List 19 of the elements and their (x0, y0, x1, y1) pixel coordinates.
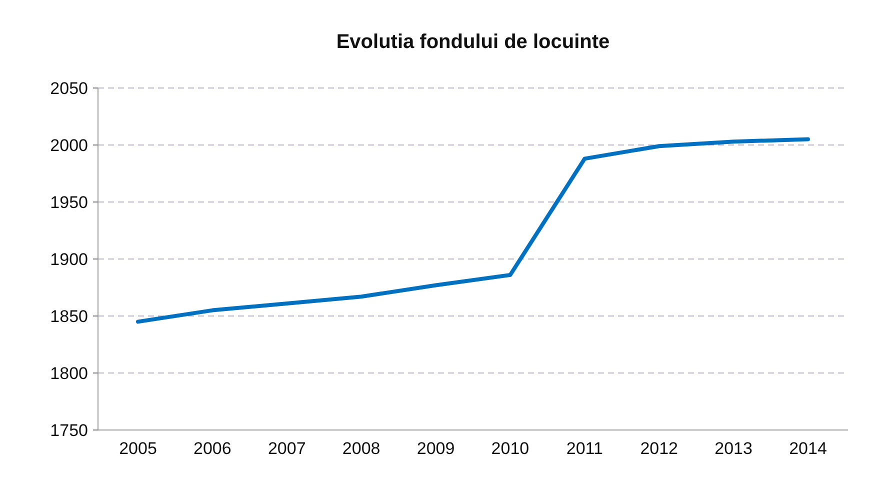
y-tick-label: 1900 (50, 250, 88, 269)
chart-title: Evolutia fondului de locuinte (336, 31, 610, 53)
x-tick-label: 2009 (416, 439, 455, 458)
y-tick-label: 1950 (50, 192, 88, 212)
y-tick-label: 2050 (50, 78, 88, 98)
y-tick-label: 2000 (50, 136, 88, 155)
y-tick-label: 1800 (50, 364, 88, 383)
x-tick-label: 2014 (789, 439, 827, 458)
x-tick-label: 2006 (194, 439, 232, 458)
x-tick-label: 2007 (268, 439, 306, 458)
line-series (136, 137, 810, 324)
x-tick-label: 2012 (640, 439, 678, 458)
x-tick-label: 2008 (342, 439, 380, 458)
x-tick-label: 2011 (566, 439, 603, 458)
x-tick-label: 2005 (119, 439, 157, 458)
x-tick-label: 2010 (491, 439, 530, 458)
x-tick-label: 2013 (714, 439, 752, 458)
y-tick-label: 1850 (50, 306, 88, 326)
y-tick-label: 1750 (50, 420, 88, 440)
